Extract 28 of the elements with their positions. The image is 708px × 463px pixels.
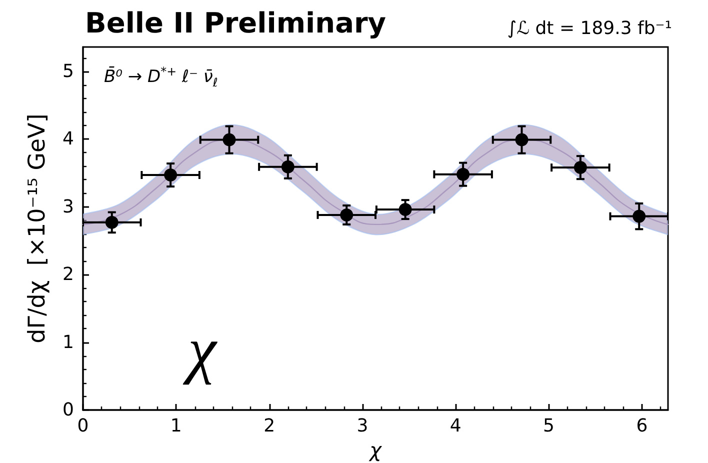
point — [398, 203, 412, 216]
point — [515, 133, 528, 146]
x-tick-label: 3 — [356, 416, 368, 436]
point — [164, 168, 178, 182]
x-tick-label: 5 — [543, 416, 554, 436]
y-tick-label: 4 — [62, 128, 74, 150]
x-tick-label: 1 — [170, 416, 182, 436]
point — [456, 168, 470, 181]
y-axis-title: dΓ/dχ [×10⁻¹⁵ GeV] — [24, 114, 50, 344]
x-tick-label: 6 — [636, 416, 648, 436]
x-tick-label: 4 — [450, 416, 462, 436]
x-tick-label: 2 — [264, 416, 276, 436]
annotation: B̄⁰ → D$^{*+}$ ℓ⁻ ν̄$_{ℓ}$ — [104, 64, 218, 90]
x-tick-label: 0 — [77, 416, 89, 436]
point — [105, 216, 118, 229]
text: ∫ℒ dt = 189.3 fb⁻¹ — [507, 18, 672, 39]
y-tick-label: 3 — [62, 196, 74, 218]
y-tick-label: 2 — [62, 264, 74, 286]
y-tick-label: 0 — [62, 400, 74, 420]
y-tick-label: 5 — [62, 60, 74, 82]
point — [574, 161, 587, 174]
y-tick-label: 1 — [62, 332, 74, 353]
point — [281, 160, 294, 174]
x-axis-title: χ — [368, 438, 383, 462]
point — [632, 210, 646, 223]
point — [222, 133, 236, 146]
chart-title: Belle II Preliminary — [85, 6, 386, 40]
point — [340, 208, 354, 222]
